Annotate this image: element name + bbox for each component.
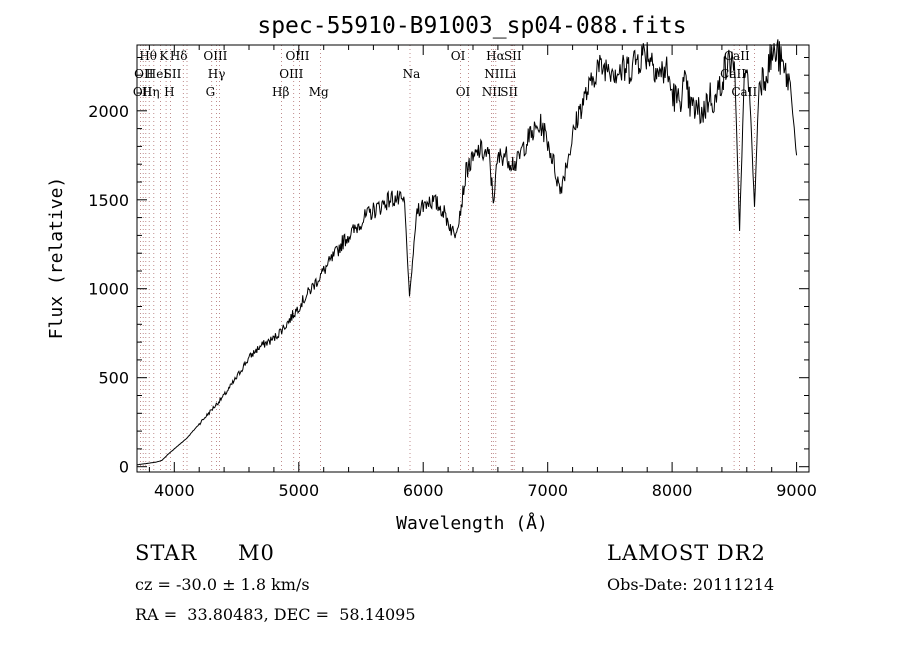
x-axis-label: Wavelength (Å)	[396, 512, 548, 534]
line-label-2-0: OII	[133, 85, 153, 99]
x-axis: 4000 5000 6000 7000 8000 9000	[148, 45, 817, 500]
x-tick-label-1: 5000	[278, 481, 319, 500]
line-label-1-3: Hγ	[208, 67, 226, 81]
y-axis-label: Flux (relative)	[46, 177, 67, 340]
line-label-0-8: CaII	[724, 49, 750, 63]
line-label-0-4: OIII	[285, 49, 309, 63]
line-label-1-5: Na	[403, 67, 421, 81]
x-tick-label-4: 8000	[652, 481, 693, 500]
spectral-line-markers	[139, 45, 755, 472]
spectrum-line	[136, 39, 798, 466]
line-label-2-2: H	[164, 85, 174, 99]
line-label-2-5: Mg	[309, 85, 329, 99]
line-label-1-2: SII	[164, 67, 182, 81]
line-label-1-7: Li	[504, 67, 516, 81]
x-tick-label-0: 4000	[154, 481, 195, 500]
line-label-0-0: Hθ	[139, 49, 157, 63]
line-label-2-8: SII	[500, 85, 518, 99]
line-label-0-5: OI	[451, 49, 466, 63]
line-label-0-3: OIII	[203, 49, 227, 63]
x-tick-label-2: 6000	[403, 481, 444, 500]
line-label-1-1: HeI	[146, 67, 169, 81]
coordinates: RA = 33.80483, DEC = 58.14095	[135, 605, 416, 624]
y-tick-label-4: 2000	[88, 102, 129, 121]
x-tick-label-5: 9000	[776, 481, 817, 500]
line-label-0-2: Hδ	[170, 49, 188, 63]
survey-name: LAMOST DR2	[607, 541, 766, 565]
x-tick-label-3: 7000	[527, 481, 568, 500]
line-label-2-1: Hη	[142, 85, 160, 99]
line-label-0-6: Hα	[486, 49, 505, 63]
line-label-1-0: OII	[134, 67, 154, 81]
line-label-1-4: OIII	[279, 67, 303, 81]
line-label-2-4: Hβ	[272, 85, 289, 99]
y-tick-label-3: 1500	[88, 191, 129, 210]
spectrum-series	[136, 39, 798, 466]
line-label-2-7: NII	[482, 85, 502, 99]
y-tick-label-1: 500	[98, 369, 129, 388]
line-label-1-6: NII	[484, 67, 504, 81]
line-label-2-9: CaII	[731, 85, 757, 99]
y-tick-label-0: 0	[119, 458, 129, 477]
line-label-0-7: SII	[504, 49, 522, 63]
line-label-2-3: G	[206, 85, 216, 99]
y-axis: 0 500 1000 1500 2000	[88, 57, 809, 477]
line-label-2-6: OI	[456, 85, 471, 99]
observation-date: Obs-Date: 20111214	[607, 575, 775, 594]
object-class: STAR	[135, 541, 198, 565]
redshift-value: cz = -30.0 ± 1.8 km/s	[135, 575, 310, 594]
object-subclass: M0	[238, 541, 275, 565]
line-label-0-1: K	[159, 49, 169, 63]
chart-title: spec-55910-B91003_sp04-088.fits	[257, 13, 686, 39]
y-tick-label-2: 1000	[88, 280, 129, 299]
